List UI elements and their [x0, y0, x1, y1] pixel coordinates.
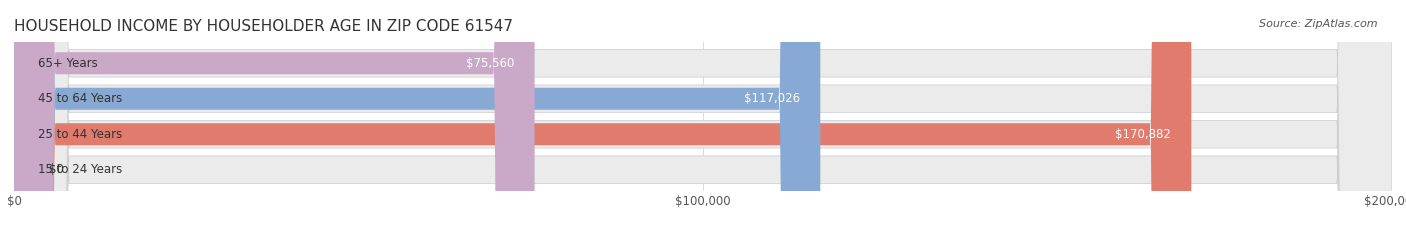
FancyBboxPatch shape [14, 0, 534, 233]
FancyBboxPatch shape [14, 0, 1392, 233]
Text: $117,026: $117,026 [744, 92, 800, 105]
FancyBboxPatch shape [14, 0, 1191, 233]
Text: HOUSEHOLD INCOME BY HOUSEHOLDER AGE IN ZIP CODE 61547: HOUSEHOLD INCOME BY HOUSEHOLDER AGE IN Z… [14, 19, 513, 34]
Text: Source: ZipAtlas.com: Source: ZipAtlas.com [1260, 19, 1378, 29]
Text: 65+ Years: 65+ Years [38, 57, 98, 70]
Text: 25 to 44 Years: 25 to 44 Years [38, 128, 122, 141]
FancyBboxPatch shape [14, 0, 1392, 233]
Text: $0: $0 [48, 163, 63, 176]
Text: $75,560: $75,560 [465, 57, 515, 70]
FancyBboxPatch shape [14, 0, 820, 233]
Text: 45 to 64 Years: 45 to 64 Years [38, 92, 122, 105]
FancyBboxPatch shape [14, 0, 1392, 233]
FancyBboxPatch shape [14, 0, 42, 233]
FancyBboxPatch shape [14, 0, 1392, 233]
Text: 15 to 24 Years: 15 to 24 Years [38, 163, 122, 176]
Text: $170,882: $170,882 [1115, 128, 1171, 141]
